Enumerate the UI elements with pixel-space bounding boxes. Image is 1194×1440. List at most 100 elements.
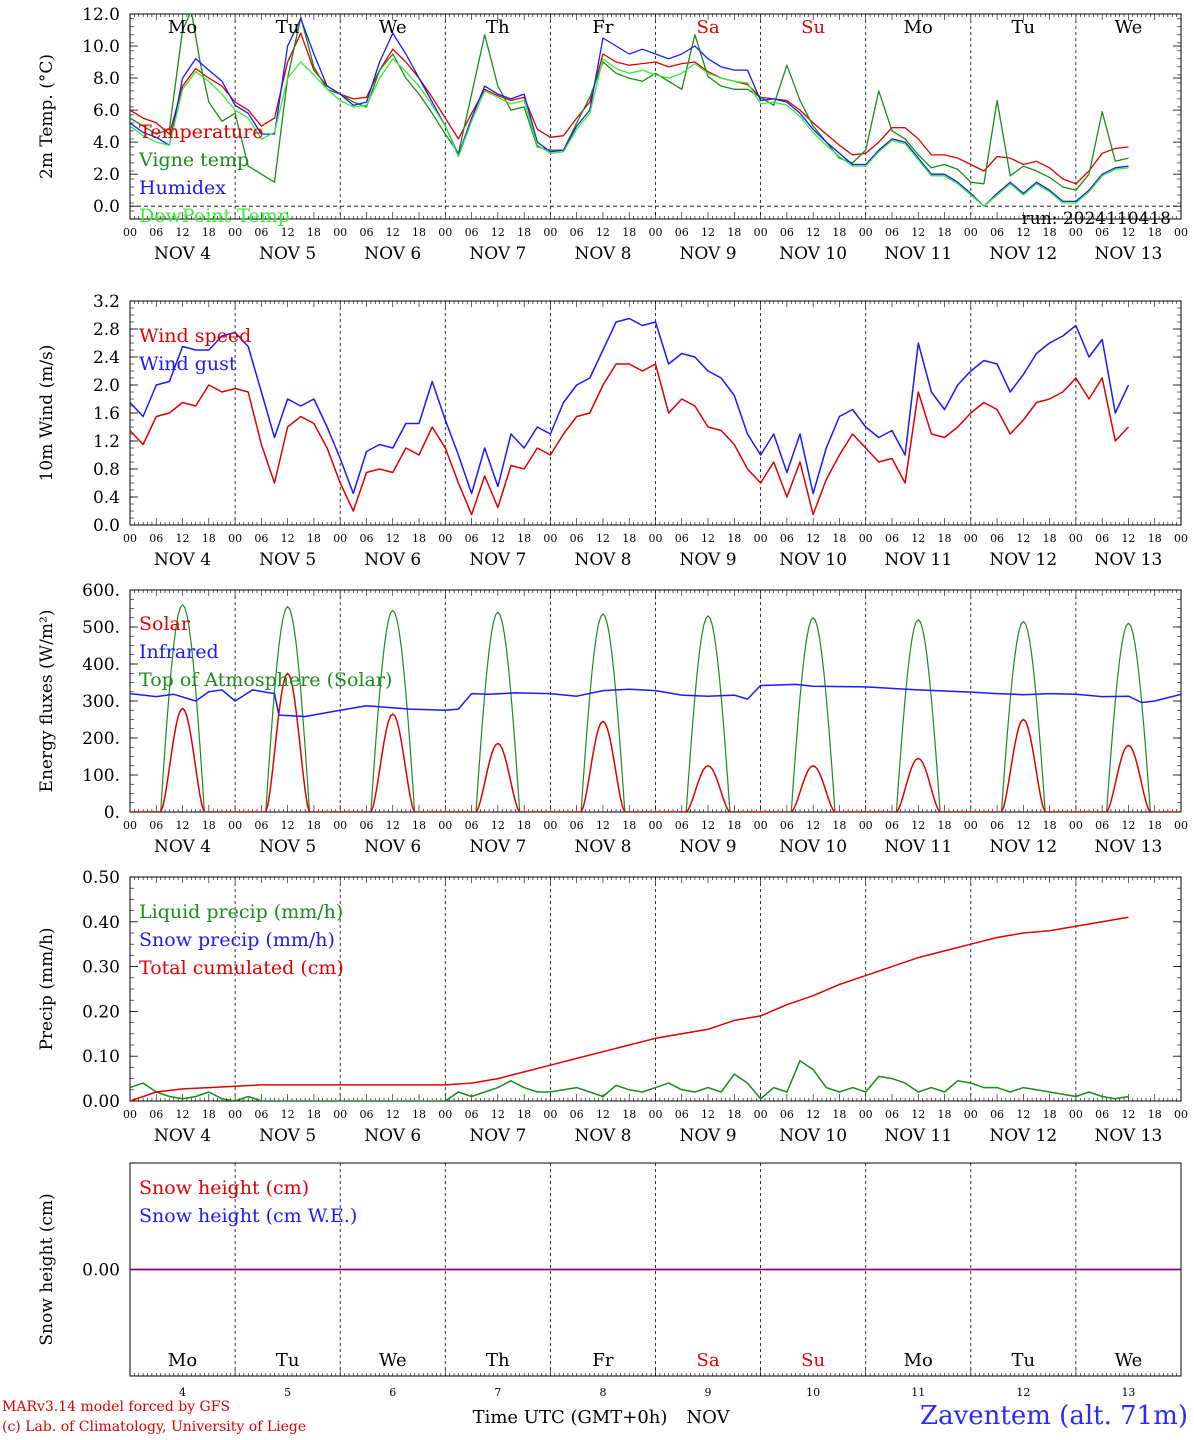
hour-tick-label: 06 (149, 1108, 163, 1121)
hour-tick-label: 06 (885, 532, 899, 545)
date-label: NOV 7 (469, 550, 526, 570)
hour-tick-label: 12 (176, 532, 190, 545)
hour-tick-label: 00 (438, 1108, 452, 1121)
hour-tick-label: 06 (359, 532, 373, 545)
legend-entry: Infrared (139, 641, 219, 663)
hour-tick-label: 12 (701, 819, 715, 832)
y-axis-title: Energy fluxes (W/m²) (37, 610, 57, 793)
date-label: NOV 9 (680, 1126, 737, 1146)
hour-tick-label: 18 (622, 1108, 636, 1121)
hour-tick-label: 06 (1095, 532, 1109, 545)
hour-tick-label: 00 (123, 532, 137, 545)
date-label: NOV 10 (779, 244, 847, 264)
hour-tick-label: 00 (649, 1108, 663, 1121)
weekday-label: Su (801, 17, 825, 38)
date-label: NOV 6 (364, 837, 421, 857)
series-total-cumulated-cm-line (130, 916, 1129, 1101)
day-number-label: 10 (806, 1386, 820, 1399)
hour-tick-label: 06 (675, 532, 689, 545)
legend-entry: Wind speed (139, 325, 251, 347)
hour-tick-label: 12 (491, 1108, 505, 1121)
day-number-label: 9 (705, 1386, 712, 1399)
weekday-label: Fr (592, 17, 613, 38)
hour-tick-label: 00 (649, 226, 663, 239)
hour-tick-label: 12 (386, 1108, 400, 1121)
series-temperature-line (130, 32, 1129, 185)
hour-tick-label: 06 (675, 1108, 689, 1121)
hour-tick-label: 06 (254, 226, 268, 239)
hour-tick-label: 06 (465, 819, 479, 832)
weekday-label: Sa (697, 1350, 720, 1371)
day-number-label: 13 (1121, 1386, 1135, 1399)
series-humidex-line (130, 18, 1129, 207)
y-tick-label: 0.20 (82, 1002, 120, 1022)
legend-entry: Wind gust (139, 353, 237, 375)
date-label: NOV 6 (364, 244, 421, 264)
y-tick-label: 600. (82, 581, 120, 601)
hour-tick-label: 12 (1121, 226, 1135, 239)
hour-tick-label: 12 (1016, 226, 1030, 239)
hour-tick-label: 00 (333, 819, 347, 832)
y-tick-label: 100. (82, 766, 120, 786)
y-tick-label: 400. (82, 655, 120, 675)
y-tick-label: 0.40 (82, 913, 120, 933)
hour-tick-label: 00 (1069, 819, 1083, 832)
hour-tick-label: 06 (1095, 226, 1109, 239)
series-group (130, 317, 1130, 516)
weekday-label: Tu (1012, 1350, 1036, 1371)
day-number-label: 6 (389, 1386, 396, 1399)
hour-tick-label: 06 (149, 532, 163, 545)
y-tick-label: 0.4 (93, 488, 120, 508)
hour-tick-label: 06 (570, 1108, 584, 1121)
y-tick-label: 6.0 (93, 101, 120, 121)
hour-tick-label: 18 (517, 226, 531, 239)
hour-tick-label: 00 (543, 819, 557, 832)
hour-tick-label: 12 (491, 226, 505, 239)
date-label: NOV 12 (989, 244, 1057, 264)
date-label: NOV 11 (884, 550, 952, 570)
series-wind-gust-line (130, 317, 1130, 495)
hour-tick-label: 00 (859, 532, 873, 545)
day-number-label: 11 (911, 1386, 925, 1399)
weekday-label: We (1115, 1350, 1143, 1371)
series-vigne-temp-line (130, 14, 1129, 191)
hour-tick-label: 06 (359, 819, 373, 832)
hour-tick-label: 18 (202, 1108, 216, 1121)
hour-tick-label: 18 (307, 1108, 321, 1121)
weekday-label: Su (801, 1350, 825, 1371)
hour-tick-label: 06 (570, 226, 584, 239)
weekday-label: Tu (276, 17, 300, 38)
y-tick-label: 12.0 (82, 5, 120, 25)
y-tick-label: 500. (82, 618, 120, 638)
date-label: NOV 4 (154, 244, 211, 264)
hour-tick-label: 12 (1016, 819, 1030, 832)
hour-tick-label: 18 (412, 226, 426, 239)
hour-tick-label: 12 (491, 532, 505, 545)
y-axis-title: Snow height (cm) (37, 1193, 57, 1345)
y-tick-label: 2.8 (93, 320, 120, 340)
series-group (130, 14, 1129, 207)
weekday-label: We (379, 17, 407, 38)
hour-tick-label: 12 (596, 532, 610, 545)
hour-tick-label: 06 (990, 226, 1004, 239)
hour-tick-label: 12 (1016, 532, 1030, 545)
hour-tick-label: 18 (832, 226, 846, 239)
y-tick-label: 1.6 (93, 404, 120, 424)
hour-tick-label: 12 (281, 226, 295, 239)
month-label: NOV (686, 1407, 730, 1428)
hour-tick-label: 18 (307, 532, 321, 545)
hour-tick-label: 12 (281, 1108, 295, 1121)
date-label: NOV 10 (779, 550, 847, 570)
series-group (130, 604, 1181, 812)
hour-tick-label: 00 (1174, 819, 1188, 832)
date-label: NOV 8 (574, 1126, 631, 1146)
hour-tick-label: 00 (859, 819, 873, 832)
y-tick-label: 10.0 (82, 37, 120, 57)
hour-tick-label: 00 (1069, 532, 1083, 545)
hour-tick-label: 12 (596, 819, 610, 832)
hour-tick-label: 12 (176, 1108, 190, 1121)
legend-entry: Solar (139, 613, 191, 635)
panel-3: 00 06 12 18 00 06 12 18 00 06 12 18 00 06 12 18 00 06 12 18… (37, 581, 1188, 857)
hour-tick-label: 06 (465, 226, 479, 239)
